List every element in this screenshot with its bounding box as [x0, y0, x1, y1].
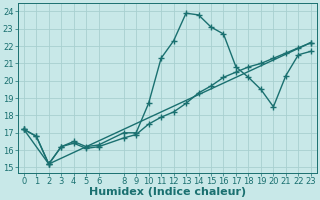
X-axis label: Humidex (Indice chaleur): Humidex (Indice chaleur): [89, 187, 246, 197]
